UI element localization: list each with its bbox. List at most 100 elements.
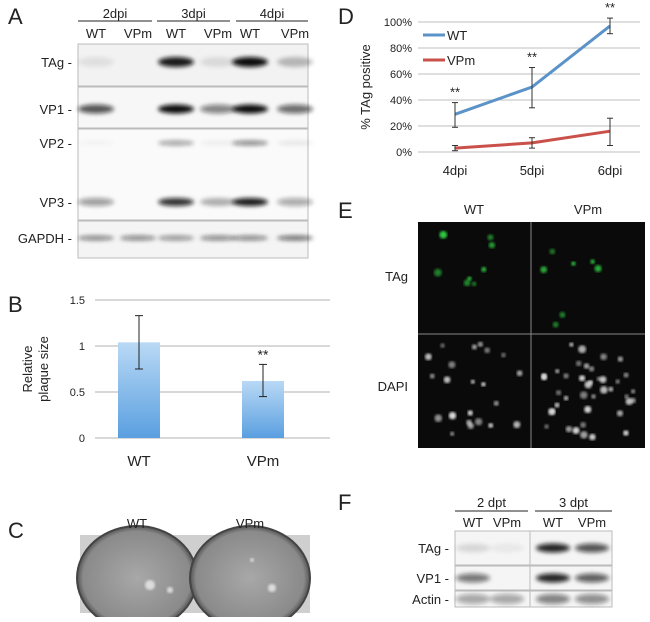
lane-label: WT <box>166 26 186 41</box>
cell-nucleus <box>488 423 494 428</box>
cell-nucleus <box>608 386 614 392</box>
x-tick-label: 4dpi <box>443 163 468 178</box>
y-tick-label: 100% <box>384 17 412 29</box>
cell-nucleus <box>596 376 601 382</box>
cell-nucleus <box>470 379 475 384</box>
blot-strip <box>77 128 309 221</box>
row-label: VP2 - <box>39 136 72 151</box>
y-tick-label: 0.5 <box>70 387 85 399</box>
cell-nucleus <box>488 242 495 249</box>
cell-nucleus <box>467 276 472 281</box>
cell-nucleus <box>471 281 477 287</box>
y-axis-label: Relativeplaque size <box>20 336 51 402</box>
y-tick-label: 80% <box>390 43 412 55</box>
cell-nucleus <box>580 422 586 428</box>
y-axis-label: % TAg positive <box>358 44 373 130</box>
blot-band <box>158 198 194 206</box>
cell-nucleus <box>583 363 590 369</box>
blot-band <box>232 198 268 206</box>
plaque <box>268 584 276 592</box>
blot-band <box>456 594 490 604</box>
significance-marker: ** <box>527 50 537 65</box>
cell-nucleus <box>516 370 523 377</box>
blot-band <box>158 140 194 146</box>
culture-dish <box>76 525 198 622</box>
cell-nucleus <box>623 430 629 436</box>
cell-nucleus <box>555 390 562 396</box>
x-tick-label: VPm <box>247 453 280 470</box>
plaque-image-c: WT VPm <box>76 516 311 622</box>
cell-nucleus <box>463 279 471 287</box>
cell-nucleus <box>448 411 457 420</box>
blot-band <box>158 235 194 241</box>
y-tick-label: 0% <box>396 147 412 159</box>
blot-band <box>232 57 268 67</box>
blot-band <box>78 198 114 206</box>
cell-nucleus <box>549 248 556 255</box>
dish-label: WT <box>127 516 147 531</box>
blot-band <box>200 104 236 114</box>
blot-band <box>232 235 268 241</box>
column-label: VPm <box>574 202 602 217</box>
cell-nucleus <box>590 259 595 265</box>
y-tick-label: 60% <box>390 69 412 81</box>
blot-band <box>232 140 268 146</box>
cell-nucleus <box>594 265 602 273</box>
cell-nucleus <box>555 369 560 374</box>
significance-marker: ** <box>605 0 615 15</box>
cell-nucleus <box>563 395 569 401</box>
western-blot-f: 2 dpt 3 dpt WT VPm WT VPm TAg - VP1 - Actin - <box>412 495 613 608</box>
x-tick-label: WT <box>127 453 150 470</box>
cell-nucleus <box>565 425 573 433</box>
blot-band <box>277 104 313 114</box>
panel-label-f: F <box>338 490 351 515</box>
row-label: VP3 - <box>39 195 72 210</box>
lane-label: VPm <box>578 515 606 530</box>
cell-nucleus <box>487 234 494 241</box>
column-label: WT <box>464 202 484 217</box>
cell-nucleus <box>467 410 473 416</box>
microscopy-e: WT VPm TAg DAPI <box>378 202 645 448</box>
cell-nucleus <box>548 408 556 415</box>
row-label: TAg - <box>418 541 449 556</box>
cell-nucleus <box>493 400 499 406</box>
cell-nucleus <box>600 353 607 361</box>
x-tick-label: 5dpi <box>520 163 545 178</box>
cell-nucleus <box>513 421 521 429</box>
blot-band <box>536 594 570 604</box>
cell-nucleus <box>630 397 636 404</box>
blot-strip <box>77 86 309 129</box>
blot-band <box>78 235 114 241</box>
blot-band <box>200 57 236 67</box>
cell-nucleus <box>616 410 624 417</box>
blot-band <box>158 57 194 67</box>
cell-nucleus <box>540 266 548 273</box>
legend-label: WT <box>447 28 467 43</box>
timepoint-label: 2 dpt <box>477 495 506 510</box>
cell-nucleus <box>600 386 608 394</box>
significance-marker: ** <box>450 85 460 100</box>
blot-band <box>575 594 609 604</box>
dish-label: VPm <box>236 516 264 531</box>
blot-band <box>200 140 236 146</box>
culture-dish <box>189 525 311 622</box>
lane-label: WT <box>463 515 483 530</box>
bar-chart-b: 0 0.5 1 1.5 Relativeplaque size WT VPm ** <box>20 295 330 470</box>
cell-nucleus <box>433 268 442 277</box>
blot-band <box>200 235 236 241</box>
blot-band <box>575 543 609 553</box>
lane-label: WT <box>543 515 563 530</box>
y-tick-label: 1.5 <box>70 295 85 307</box>
cell-nucleus <box>569 342 574 347</box>
blot-band <box>78 57 114 67</box>
cell-nucleus <box>617 356 624 362</box>
cell-nucleus <box>563 373 569 379</box>
cell-nucleus <box>630 389 636 394</box>
lane-label: WT <box>240 26 260 41</box>
cell-nucleus <box>572 427 580 435</box>
row-label: TAg - <box>41 55 72 70</box>
cell-nucleus <box>439 230 448 239</box>
cell-nucleus <box>477 341 483 347</box>
blot-band <box>490 594 524 604</box>
